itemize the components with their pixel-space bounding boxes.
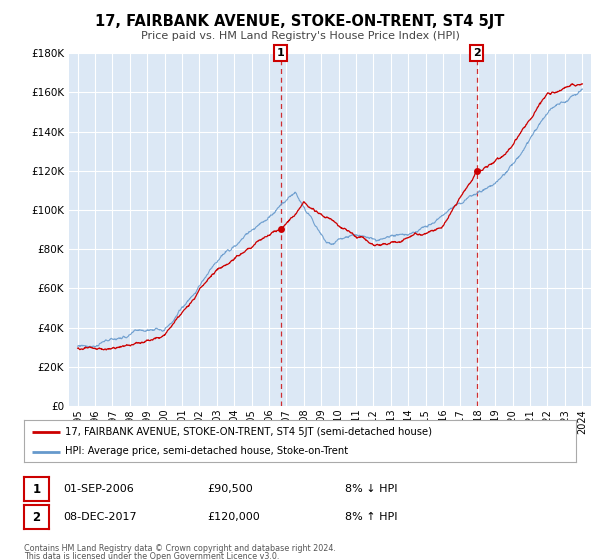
Text: Price paid vs. HM Land Registry's House Price Index (HPI): Price paid vs. HM Land Registry's House … xyxy=(140,31,460,41)
Text: This data is licensed under the Open Government Licence v3.0.: This data is licensed under the Open Gov… xyxy=(24,552,280,560)
Text: 1: 1 xyxy=(32,483,41,496)
Text: 2: 2 xyxy=(32,511,41,524)
Text: Contains HM Land Registry data © Crown copyright and database right 2024.: Contains HM Land Registry data © Crown c… xyxy=(24,544,336,553)
Text: 01-SEP-2006: 01-SEP-2006 xyxy=(63,484,134,494)
Text: 08-DEC-2017: 08-DEC-2017 xyxy=(63,512,137,522)
Text: £120,000: £120,000 xyxy=(207,512,260,522)
Text: 17, FAIRBANK AVENUE, STOKE-ON-TRENT, ST4 5JT (semi-detached house): 17, FAIRBANK AVENUE, STOKE-ON-TRENT, ST4… xyxy=(65,427,433,437)
Text: 2: 2 xyxy=(473,48,481,58)
Text: 8% ↓ HPI: 8% ↓ HPI xyxy=(345,484,398,494)
Text: HPI: Average price, semi-detached house, Stoke-on-Trent: HPI: Average price, semi-detached house,… xyxy=(65,446,349,456)
Text: 1: 1 xyxy=(277,48,284,58)
Text: £90,500: £90,500 xyxy=(207,484,253,494)
Text: 8% ↑ HPI: 8% ↑ HPI xyxy=(345,512,398,522)
Text: 17, FAIRBANK AVENUE, STOKE-ON-TRENT, ST4 5JT: 17, FAIRBANK AVENUE, STOKE-ON-TRENT, ST4… xyxy=(95,14,505,29)
